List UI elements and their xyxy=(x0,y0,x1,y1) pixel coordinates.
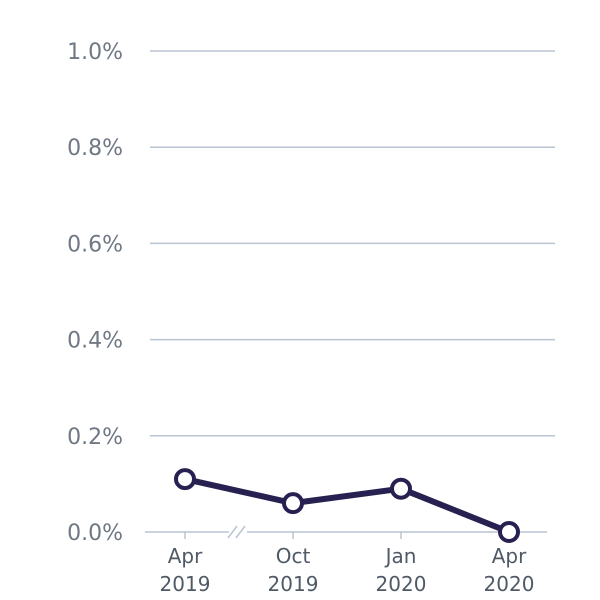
y-tick-label: 0.0% xyxy=(67,521,123,546)
x-tick-label: 2019 xyxy=(268,572,319,596)
y-tick-label: 1.0% xyxy=(67,40,123,65)
axis-break-gap xyxy=(229,528,247,536)
axis-break-mark xyxy=(235,525,246,539)
x-tick-label: Oct xyxy=(276,544,311,568)
data-point xyxy=(390,477,412,500)
axis-break-mark xyxy=(227,525,238,539)
x-tick-label: 2019 xyxy=(160,572,211,596)
y-tick-label: 0.6% xyxy=(67,232,123,257)
y-tick-label: 0.2% xyxy=(67,425,123,450)
x-tick-label: Jan xyxy=(384,544,417,568)
x-tick-label: 2020 xyxy=(484,572,535,596)
x-tick-label: Apr xyxy=(168,544,203,568)
data-point xyxy=(498,521,520,543)
series-line xyxy=(184,476,511,535)
y-tick-label: 0.4% xyxy=(67,329,123,354)
y-tick-label: 0.8% xyxy=(67,136,123,161)
x-tick-label: Apr xyxy=(492,544,527,568)
x-tick-label: 2020 xyxy=(376,572,427,596)
data-point xyxy=(282,492,304,515)
data-point xyxy=(174,468,196,491)
